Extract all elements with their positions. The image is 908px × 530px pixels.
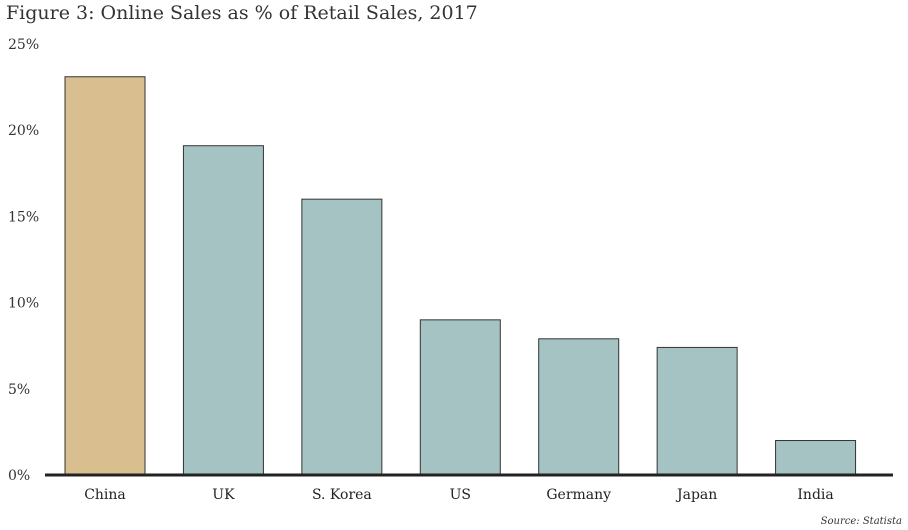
y-tick-label: 10%	[8, 296, 39, 312]
category-label: China	[84, 487, 126, 503]
y-axis-ticks: 0% 5% 10% 15% 20% 25%	[8, 37, 39, 484]
bar-s-korea	[301, 198, 383, 476]
category-label: UK	[212, 487, 235, 503]
bar-japan	[656, 346, 738, 476]
category-label: Germany	[546, 487, 611, 503]
category-label: India	[797, 487, 833, 503]
y-tick-label: 15%	[8, 209, 39, 225]
chart-title: Figure 3: Online Sales as % of Retail Sa…	[6, 2, 478, 24]
bar-uk	[182, 145, 264, 476]
category-label: Japan	[675, 487, 717, 503]
category-label: S. Korea	[312, 487, 372, 503]
bar-germany	[538, 338, 620, 476]
bar-china	[64, 76, 146, 476]
bar-us	[419, 319, 501, 476]
bar-india	[775, 440, 857, 476]
source-note: Source: Statista	[820, 516, 902, 527]
y-tick-label: 20%	[8, 123, 39, 139]
y-tick-label: 5%	[8, 382, 30, 398]
category-label: US	[450, 487, 471, 503]
category-labels: China UK S. Korea US Germany Japan India	[84, 487, 834, 503]
y-tick-label: 25%	[8, 37, 39, 53]
bars	[64, 76, 857, 476]
y-tick-label: 0%	[8, 468, 30, 484]
